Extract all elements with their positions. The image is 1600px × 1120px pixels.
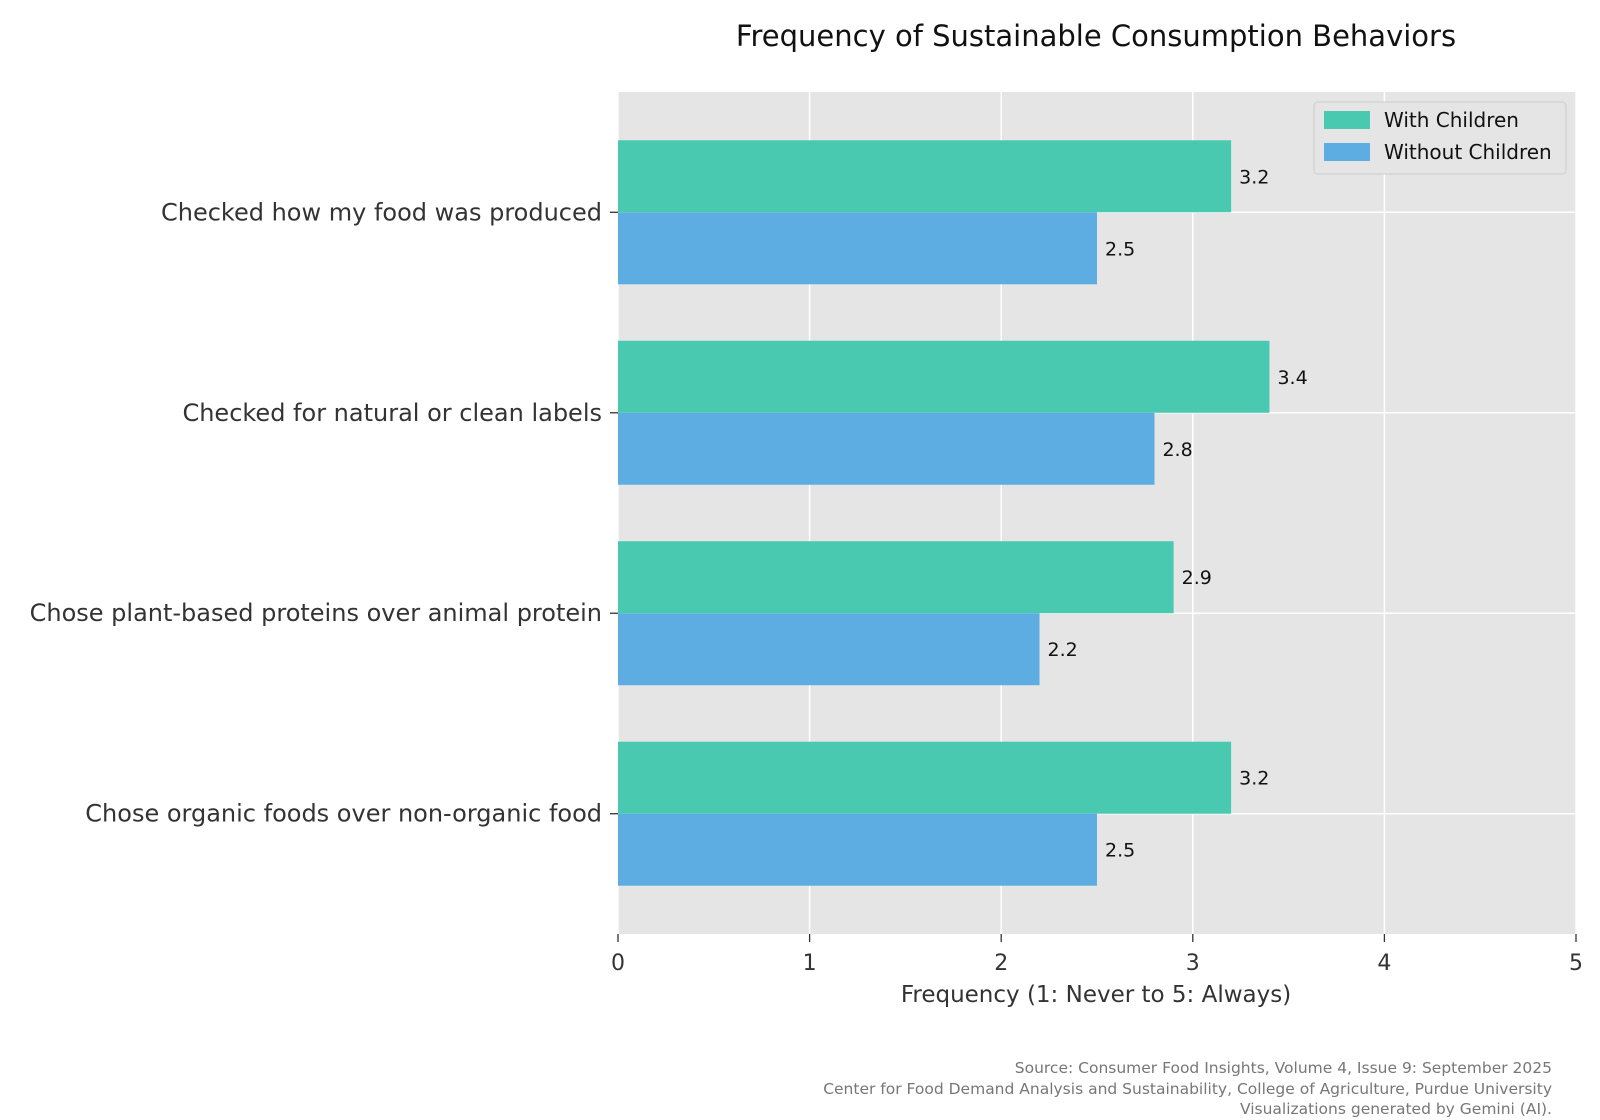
legend-entry: Without Children [1384, 140, 1552, 164]
legend-entry: With Children [1384, 108, 1519, 132]
data-label: 2.2 [1048, 639, 1078, 661]
bar-without-children [618, 412, 1155, 485]
x-tick-label: 4 [1377, 951, 1391, 976]
category-label: Checked for natural or clean labels [182, 399, 602, 427]
bar-with-children [618, 340, 1270, 413]
x-tick-label: 2 [994, 951, 1008, 976]
bar-with-children [618, 741, 1232, 814]
data-label: 2.9 [1182, 567, 1212, 589]
x-axis: 0 1 2 3 4 5 [611, 934, 1583, 976]
data-label: 3.2 [1239, 166, 1269, 188]
data-labels: 3.2 2.5 3.4 2.8 2.9 2.2 3.2 2.5 [1048, 166, 1308, 861]
bars [618, 140, 1270, 886]
bar-without-children [618, 613, 1040, 686]
bar-without-children [618, 212, 1097, 285]
x-tick-label: 0 [611, 951, 625, 976]
x-tick-label: 1 [803, 951, 817, 976]
category-label: Checked how my food was produced [161, 198, 602, 226]
data-label: 2.8 [1162, 439, 1192, 461]
legend-swatch [1324, 111, 1370, 129]
category-label: Chose organic foods over non-organic foo… [85, 800, 602, 828]
x-tick-label: 5 [1569, 951, 1583, 976]
source-line-2: Center for Food Demand Analysis and Sust… [823, 1079, 1552, 1098]
bar-with-children [618, 541, 1174, 614]
source-line-3: Visualizations generated by Gemini (AI). [1239, 1100, 1552, 1118]
legend-box [1313, 101, 1567, 175]
x-axis-label: Frequency (1: Never to 5: Always) [901, 982, 1291, 1008]
x-tick-label: 3 [1186, 951, 1200, 976]
legend-swatch [1324, 143, 1370, 161]
data-label: 3.2 [1239, 768, 1269, 790]
chart-title: Frequency of Sustainable Consumption Beh… [736, 19, 1456, 53]
legend: With Children Without Children [1313, 101, 1567, 175]
category-label: Chose plant-based proteins over animal p… [30, 599, 602, 627]
source-note: Source: Consumer Food Insights, Volume 4… [823, 1058, 1552, 1120]
data-label: 2.5 [1105, 238, 1135, 260]
data-label: 2.5 [1105, 840, 1135, 862]
data-label: 3.4 [1277, 367, 1307, 389]
y-axis: Checked how my food was produced Checked … [30, 198, 618, 828]
source-line-1: Source: Consumer Food Insights, Volume 4… [1014, 1059, 1552, 1077]
bar-with-children [618, 140, 1232, 213]
bar-without-children [618, 813, 1097, 886]
